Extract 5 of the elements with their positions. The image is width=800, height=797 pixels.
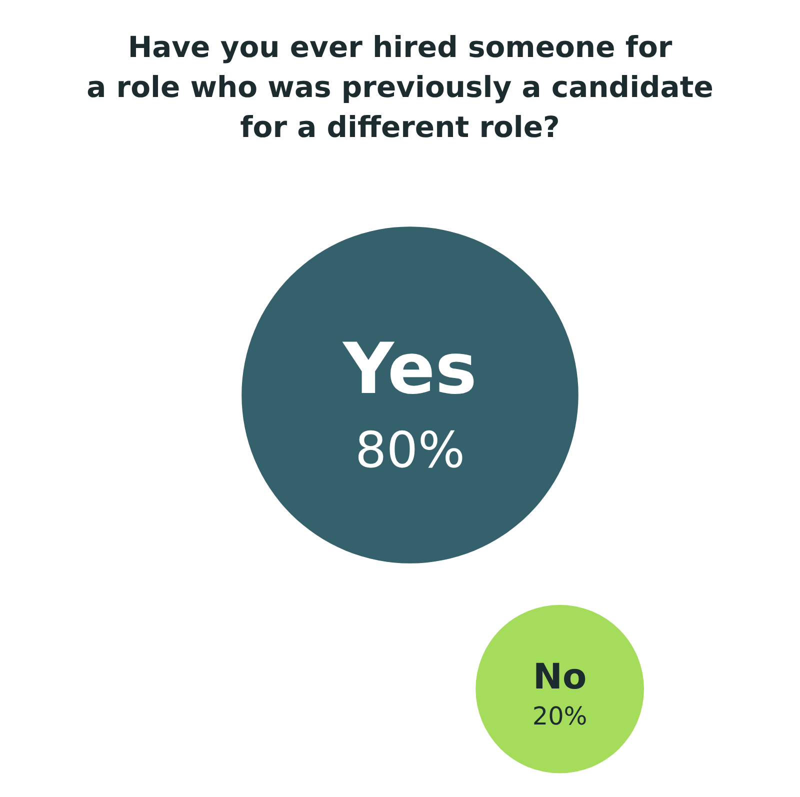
category-label: Yes xyxy=(342,328,477,410)
data-label: 20% xyxy=(532,702,588,731)
data-label: 80% xyxy=(355,421,465,479)
text: Have you ever hired someone for a role who was previously a candidate for a different role? xyxy=(86,30,714,144)
category-label: No xyxy=(533,656,587,698)
